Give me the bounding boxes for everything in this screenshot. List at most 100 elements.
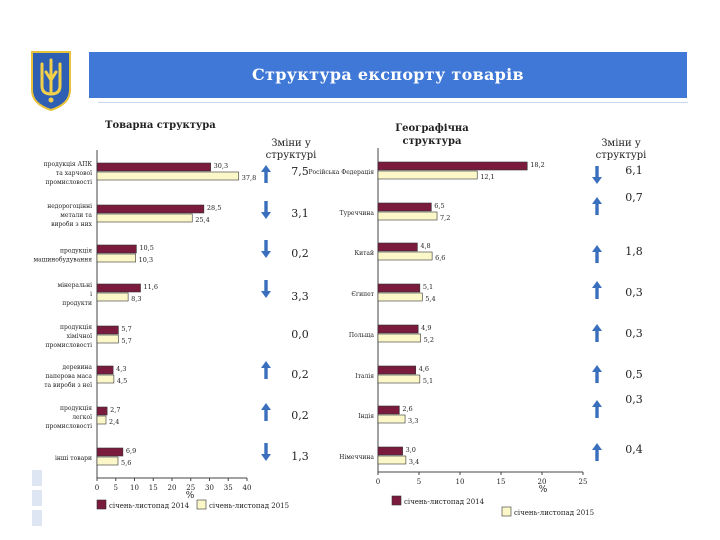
- category-label: хімічної: [67, 333, 92, 340]
- down-arrow-icon: [592, 166, 602, 184]
- category-label: продукція: [60, 405, 92, 412]
- data-label-2014: 5,7: [121, 325, 131, 333]
- data-label-2015: 4,5: [117, 377, 127, 385]
- change-value: 1,3: [291, 450, 309, 463]
- category-label: Єгипет: [351, 291, 374, 298]
- legend-label: січень-листопад 2014: [109, 502, 190, 510]
- category-label: деревина: [62, 364, 92, 371]
- category-label: продукція: [60, 324, 92, 331]
- geo-panel-title-line1: Географічна: [395, 123, 469, 134]
- bar-2015: [96, 456, 119, 466]
- change-value: 0,0: [291, 328, 309, 341]
- data-label-2015: 5,2: [424, 336, 434, 344]
- data-label-2014: 3,0: [406, 446, 416, 454]
- x-tick-label: 5: [417, 478, 421, 486]
- commodity-panel-title: Товарна структура: [105, 120, 216, 131]
- x-tick-label: 0: [95, 484, 99, 492]
- legend-swatch: [391, 495, 402, 506]
- bar-2015: [377, 374, 421, 384]
- x-tick-label: 30: [205, 484, 214, 492]
- change-value: 3,3: [291, 290, 309, 303]
- data-label-2015: 37,8: [242, 174, 256, 182]
- bar-2014: [377, 365, 417, 375]
- bar-2015: [377, 292, 423, 302]
- change-value: 3,1: [291, 207, 309, 220]
- data-label-2015: 5,7: [121, 337, 131, 345]
- page-title: Структура експорту товарів: [252, 65, 524, 84]
- down-arrow-icon: [261, 443, 271, 461]
- bar-2015: [377, 414, 406, 424]
- category-label: та харчової: [56, 170, 92, 177]
- up-arrow-icon: [261, 403, 271, 421]
- data-label-2014: 30,3: [214, 162, 228, 170]
- change-value: 6,1: [625, 164, 643, 177]
- change-value: 0,4: [625, 443, 643, 456]
- data-label-2014: 10,5: [139, 244, 153, 252]
- legend-label: січень-листопад 2015: [209, 502, 289, 510]
- change-value: 0,2: [291, 247, 309, 260]
- change-value: 0,3: [625, 327, 643, 340]
- change-label-left-line1: Зміни у: [271, 138, 311, 149]
- up-arrow-icon: [592, 400, 602, 418]
- change-value: 0,2: [291, 368, 309, 381]
- bar-2014: [96, 447, 124, 457]
- category-label: Італія: [355, 373, 374, 380]
- category-label: Індія: [358, 413, 374, 420]
- category-label: недорогоцінні: [47, 203, 92, 210]
- x-tick-label: 35: [224, 484, 233, 492]
- bar-2014: [377, 324, 419, 334]
- bar-2014: [377, 242, 418, 252]
- up-arrow-icon: [592, 245, 602, 263]
- up-arrow-icon: [592, 281, 602, 299]
- data-label-2015: 7,2: [440, 214, 450, 222]
- category-label: та вироби з неї: [44, 382, 92, 389]
- x-tick-label: 20: [168, 484, 177, 492]
- data-label-2015: 3,4: [409, 458, 419, 466]
- data-label-2015: 5,1: [423, 377, 433, 385]
- bar-2015: [96, 415, 107, 425]
- category-label: продукти: [62, 300, 92, 307]
- change-label-left-line2: структурі: [266, 150, 317, 161]
- x-tick-label: 20: [538, 478, 547, 486]
- data-label-2014: 2,7: [110, 406, 120, 414]
- x-tick-label: 5: [114, 484, 118, 492]
- category-label: легкої: [72, 414, 92, 421]
- data-label-2015: 12,1: [480, 173, 494, 181]
- bar-2014: [377, 446, 403, 456]
- change-value: 0,3: [625, 286, 643, 299]
- x-tick-label: 25: [579, 478, 588, 486]
- bar-2015: [96, 334, 119, 344]
- category-label: вироби з них: [51, 221, 93, 228]
- bar-2014: [377, 283, 421, 293]
- x-tick-label: 25: [186, 484, 195, 492]
- bar-2015: [377, 333, 421, 343]
- up-arrow-icon: [261, 361, 271, 379]
- data-label-2014: 4,3: [116, 365, 126, 373]
- legend-label: січень-листопад 2014: [404, 498, 485, 506]
- category-label: Польща: [349, 332, 375, 339]
- geo-panel-title-line2: структура: [403, 136, 462, 147]
- x-axis-label: %: [539, 485, 548, 495]
- data-label-2015: 5,4: [425, 295, 435, 303]
- change-value: 0,5: [625, 368, 643, 381]
- category-label: інші товари: [55, 455, 92, 462]
- x-tick-label: 15: [149, 484, 158, 492]
- divider: [98, 102, 688, 103]
- bar-2015: [96, 374, 115, 384]
- x-tick-label: 0: [376, 478, 380, 486]
- bar-2014: [96, 162, 211, 172]
- data-label-2014: 6,9: [126, 447, 136, 455]
- coat-of-arms-icon: [30, 50, 72, 112]
- bar-2014: [377, 161, 528, 171]
- data-label-2014: 4,8: [420, 242, 430, 250]
- bar-2014: [377, 405, 400, 415]
- category-label: метали та: [60, 212, 92, 219]
- data-label-2015: 25,4: [195, 216, 209, 224]
- category-label: машинобудування: [33, 257, 92, 264]
- category-label: промисловості: [46, 423, 93, 430]
- legend-swatch: [196, 499, 207, 510]
- data-label-2015: 10,3: [139, 256, 153, 264]
- bar-2014: [96, 406, 108, 416]
- up-arrow-icon: [592, 197, 602, 215]
